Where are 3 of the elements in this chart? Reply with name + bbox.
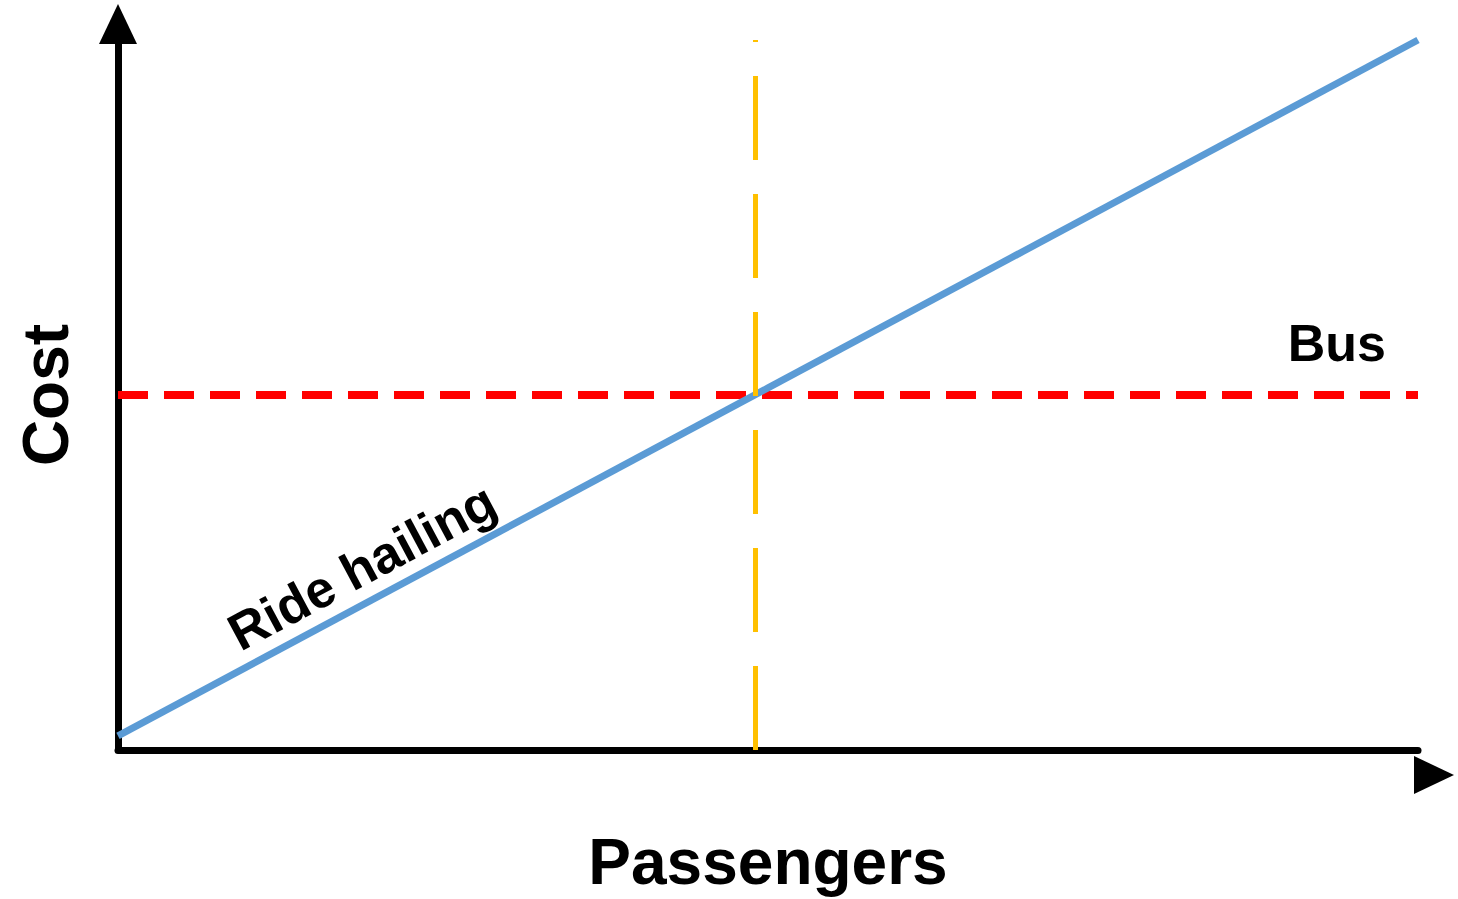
- series-label: Bus: [1287, 314, 1386, 372]
- x-axis-title: Passengers: [588, 826, 948, 898]
- y-axis-title: Cost: [10, 323, 82, 467]
